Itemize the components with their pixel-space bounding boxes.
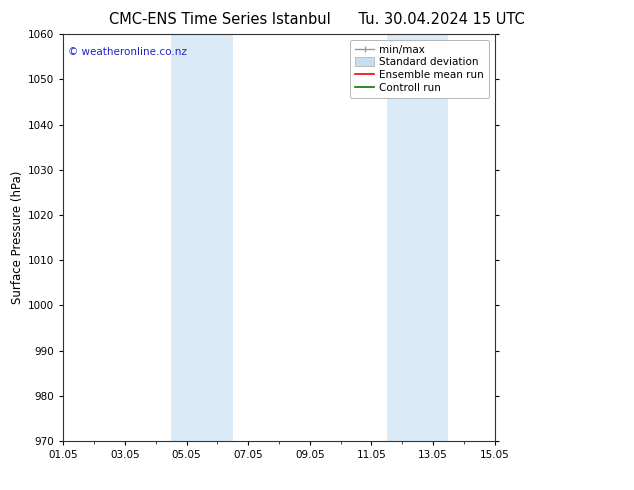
Text: CMC-ENS Time Series Istanbul      Tu. 30.04.2024 15 UTC: CMC-ENS Time Series Istanbul Tu. 30.04.2… [109, 12, 525, 27]
Bar [171, 34, 233, 441]
Text: © weatheronline.co.nz: © weatheronline.co.nz [68, 47, 186, 56]
Y-axis label: Surface Pressure (hPa): Surface Pressure (hPa) [11, 171, 24, 304]
Bar [387, 34, 448, 441]
Legend: min/max, Standard deviation, Ensemble mean run, Controll run: min/max, Standard deviation, Ensemble me… [350, 40, 489, 98]
